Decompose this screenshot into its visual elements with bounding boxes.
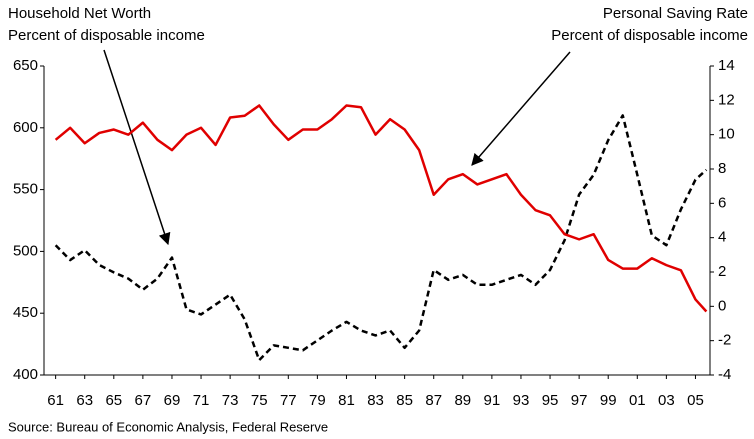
x-tick-label: 71 xyxy=(193,392,210,409)
x-tick-label: 01 xyxy=(629,392,646,409)
y2-tick-label: 6 xyxy=(718,194,726,211)
series-line xyxy=(54,114,708,362)
x-tick-label: 83 xyxy=(367,392,384,409)
y-tick-label: 550 xyxy=(13,181,38,198)
x-tick-label: 75 xyxy=(251,392,268,409)
arrow xyxy=(471,51,571,166)
y-tick-label: 600 xyxy=(13,119,38,136)
x-tick-label: 05 xyxy=(687,392,704,409)
right-series-label: Personal Saving Rate xyxy=(603,5,748,22)
y2-tick-label: 12 xyxy=(718,91,735,108)
source: Source: Bureau of Economic Analysis, Fed… xyxy=(8,419,328,434)
x-tick-label: 63 xyxy=(76,392,93,409)
y2-tick-label: 8 xyxy=(718,160,726,177)
y2-tick-label: -2 xyxy=(718,332,731,349)
x-tick-label: 67 xyxy=(135,392,152,409)
y-tick-label: 650 xyxy=(13,57,38,74)
x-tick-label: 95 xyxy=(542,392,559,409)
y-axis-label: Percent of disposable income xyxy=(8,27,205,44)
y2-axis-label: Percent of disposable income xyxy=(551,27,748,44)
x-tick-label: 93 xyxy=(513,392,530,409)
y2-tick-label: 10 xyxy=(718,126,735,143)
x-tick-label: 85 xyxy=(396,392,413,409)
y2-tick-label: -4 xyxy=(718,366,731,383)
y2-tick-label: 0 xyxy=(718,297,726,314)
x-tick-label: 69 xyxy=(164,392,181,409)
y2-tick-label: 4 xyxy=(718,229,726,246)
y-tick-label: 500 xyxy=(13,242,38,259)
y-tick-label: 400 xyxy=(13,366,38,383)
x-tick-label: 97 xyxy=(571,392,588,409)
x-tick-label: 99 xyxy=(600,392,617,409)
x-tick-label: 87 xyxy=(425,392,442,409)
arrow xyxy=(103,49,171,246)
x-tick-label: 61 xyxy=(47,392,64,409)
x-tick-label: 77 xyxy=(280,392,297,409)
y2-tick-label: 2 xyxy=(718,263,726,280)
x-tick-label: 73 xyxy=(222,392,239,409)
x-tick-label: 03 xyxy=(658,392,675,409)
y2-tick-label: 14 xyxy=(718,57,735,74)
x-tick-label: 65 xyxy=(105,392,122,409)
x-tick-label: 81 xyxy=(338,392,355,409)
y-tick-label: 450 xyxy=(13,304,38,321)
left-series-label: Household Net Worth xyxy=(8,5,151,22)
x-tick-label: 89 xyxy=(454,392,471,409)
x-tick-label: 79 xyxy=(309,392,326,409)
series-line xyxy=(54,104,708,313)
x-tick-label: 91 xyxy=(484,392,501,409)
